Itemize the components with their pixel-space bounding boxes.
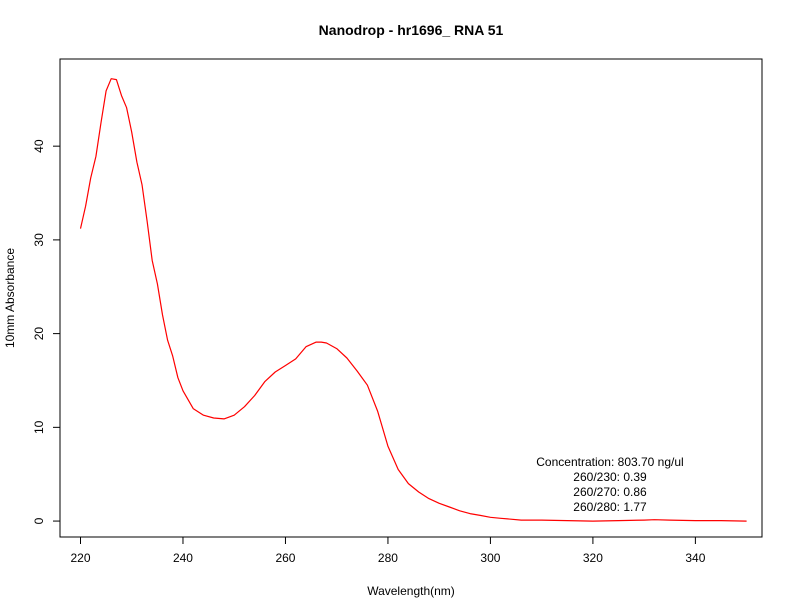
y-tick-label: 0 [32,517,46,524]
absorbance-series-line [79,78,747,522]
y-tick-label: 10 [32,420,46,434]
x-axis: 220 240 260 280 300 320 340 [70,536,706,565]
x-tick-label: 240 [173,551,193,565]
x-tick-label: 300 [480,551,500,565]
ratio-260-270-text: 260/270: 0.86 [573,485,647,499]
y-tick-label: 40 [32,139,46,153]
y-axis: 0 10 20 30 40 [32,139,61,524]
x-tick-label: 340 [685,551,705,565]
ratio-260-230-text: 260/230: 0.39 [573,470,647,484]
y-tick-label: 20 [32,327,46,341]
chart-title: Nanodrop - hr1696_ RNA 51 [319,22,504,38]
concentration-text: Concentration: 803.70 ng/ul [536,455,683,469]
x-tick-label: 280 [378,551,398,565]
ratio-260-280-text: 260/280: 1.77 [573,500,647,514]
x-tick-label: 320 [583,551,603,565]
stats-annotation: Concentration: 803.70 ng/ul 260/230: 0.3… [536,455,683,514]
x-axis-label: Wavelength(nm) [367,584,455,598]
y-tick-label: 30 [32,233,46,247]
x-tick-label: 220 [70,551,90,565]
y-axis-label: 10mm Absorbance [3,248,17,348]
x-tick-label: 260 [275,551,295,565]
